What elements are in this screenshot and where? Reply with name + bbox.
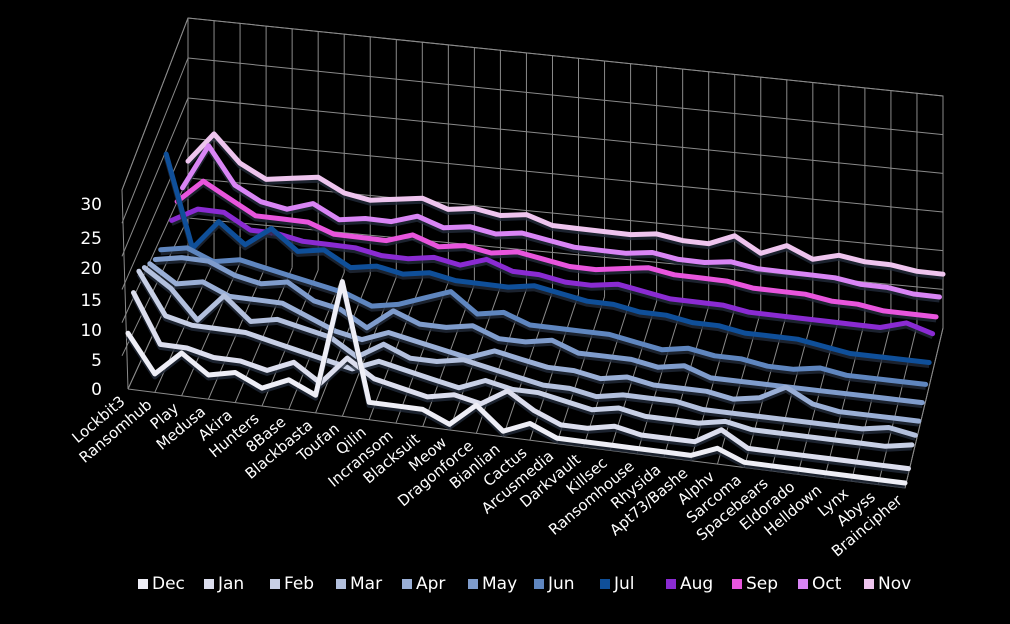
floor-gridline (797, 318, 840, 475)
series-line-apr (147, 261, 922, 424)
legend-label-aug: Aug (680, 574, 713, 594)
legend-swatch-may (468, 579, 478, 589)
left-wall-gridline (121, 217, 189, 357)
floor-gridline (636, 303, 684, 455)
series-line-dec (125, 279, 908, 486)
floor-gridline (583, 298, 632, 448)
left-wall-gridline (121, 57, 189, 224)
series-line-sep (174, 178, 939, 320)
series-line-jul (163, 151, 932, 365)
back-wall-gridline (187, 97, 944, 174)
series-layer (125, 131, 946, 489)
legend-label-nov: Nov (878, 574, 911, 594)
series-line-may (152, 255, 925, 406)
back-wall-gridline (187, 177, 944, 252)
legend-label-jul: Jul (613, 574, 635, 594)
y-tick-label: 25 (80, 229, 102, 249)
series-line-oct (180, 143, 942, 300)
y-tick-label: 10 (80, 321, 102, 341)
y-tick-label: 5 (91, 351, 102, 371)
series-line-jan (131, 290, 911, 472)
legend-swatch-dec (138, 579, 148, 589)
y-tick-label: 15 (80, 291, 102, 311)
legend-swatch-mar (336, 579, 346, 589)
y-axis-line (121, 189, 129, 390)
series-line-shadow-nov (186, 134, 944, 280)
legend-swatch-feb (270, 579, 280, 589)
legend-label-may: May (482, 574, 517, 594)
legend-label-apr: Apr (416, 574, 445, 594)
floor-gridline (395, 281, 449, 424)
back-wall-gridline (187, 57, 944, 136)
back-wall-gridline (187, 17, 944, 97)
y-tick-label: 30 (80, 195, 102, 215)
back-wall-gridline (187, 137, 944, 213)
legend-label-feb: Feb (284, 574, 314, 594)
legend-swatch-jan (204, 579, 214, 589)
floor-gridline (663, 306, 710, 458)
legend: Dec Jan Feb Mar Apr May Jun Jul Aug Sep Oct Nov (138, 574, 911, 594)
series-line-mar (141, 265, 918, 438)
y-axis-ticks: 0 5 10 15 20 25 30 (80, 195, 102, 400)
floor-gridline (341, 277, 397, 417)
legend-label-oct: Oct (812, 574, 842, 594)
legend-swatch-jun (534, 579, 544, 589)
legend-label-sep: Sep (746, 574, 778, 594)
series-line-shadow-apr (148, 264, 920, 427)
y-tick-label: 0 (91, 380, 102, 400)
legend-label-jan: Jan (217, 574, 244, 594)
legend-swatch-nov (864, 579, 874, 589)
floor-gridline (850, 323, 892, 482)
series-line-feb (136, 268, 915, 449)
legend-label-dec: Dec (152, 574, 185, 594)
left-wall-gridline (121, 97, 189, 257)
series-line-shadow-dec (125, 282, 906, 489)
series-line-shadow-oct (180, 146, 940, 303)
legend-swatch-aug (666, 579, 676, 589)
floor-gridline (904, 327, 944, 489)
floor-gridline (690, 308, 736, 461)
series-line-jun (158, 245, 929, 387)
series-line-nov (185, 131, 946, 277)
left-wall-gridline (121, 137, 189, 290)
legend-swatch-apr (402, 579, 412, 589)
legend-swatch-oct (798, 579, 808, 589)
legend-swatch-sep (732, 579, 742, 589)
series-line-shadow-feb (136, 272, 913, 452)
series-line-shadow-sep (175, 181, 937, 323)
floor-gridline (824, 320, 866, 478)
left-wall-gridline (121, 17, 189, 191)
floor-gridline (475, 289, 527, 434)
legend-swatch-jul (600, 579, 610, 589)
floor-gridline (127, 257, 189, 390)
series-line-shadow-aug (170, 209, 934, 340)
series-line-shadow-mar (142, 268, 917, 441)
legend-label-mar: Mar (350, 574, 382, 594)
legend-label-jun: Jun (547, 574, 575, 594)
series-line-shadow-jun (160, 248, 926, 390)
series-line-aug (169, 206, 936, 337)
y-tick-label: 20 (80, 259, 102, 279)
